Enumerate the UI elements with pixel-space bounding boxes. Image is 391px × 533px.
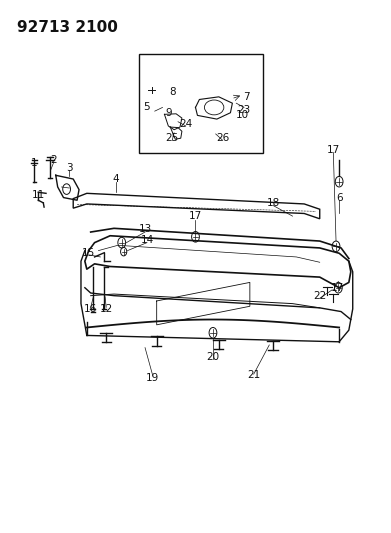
Text: 4: 4 [113, 174, 119, 184]
Text: 17: 17 [189, 211, 202, 221]
Text: 5: 5 [143, 102, 150, 112]
Text: 26: 26 [216, 133, 229, 143]
Text: 17: 17 [330, 282, 344, 293]
Text: 21: 21 [247, 370, 260, 380]
Text: 18: 18 [267, 198, 280, 208]
Text: 6: 6 [336, 192, 343, 203]
Text: 3: 3 [66, 164, 73, 173]
Text: 1: 1 [31, 158, 38, 168]
Text: 15: 15 [82, 248, 95, 259]
Text: 9: 9 [165, 108, 172, 118]
Text: 8: 8 [169, 86, 176, 96]
Text: 7: 7 [243, 92, 249, 102]
Text: 2: 2 [50, 156, 57, 165]
Text: 11: 11 [32, 190, 45, 200]
Text: 17: 17 [327, 145, 340, 155]
Text: 13: 13 [138, 224, 152, 235]
Text: 20: 20 [206, 352, 219, 361]
Text: 12: 12 [100, 304, 113, 314]
Text: 25: 25 [165, 133, 179, 143]
Text: 19: 19 [146, 373, 160, 383]
Text: 14: 14 [140, 235, 154, 245]
Bar [139, 54, 264, 152]
Text: 24: 24 [179, 119, 192, 130]
Text: 23: 23 [237, 105, 251, 115]
Text: 22: 22 [313, 290, 326, 301]
Text: 92713 2100: 92713 2100 [17, 20, 118, 35]
Text: 16: 16 [84, 304, 97, 314]
Text: 10: 10 [235, 110, 249, 120]
